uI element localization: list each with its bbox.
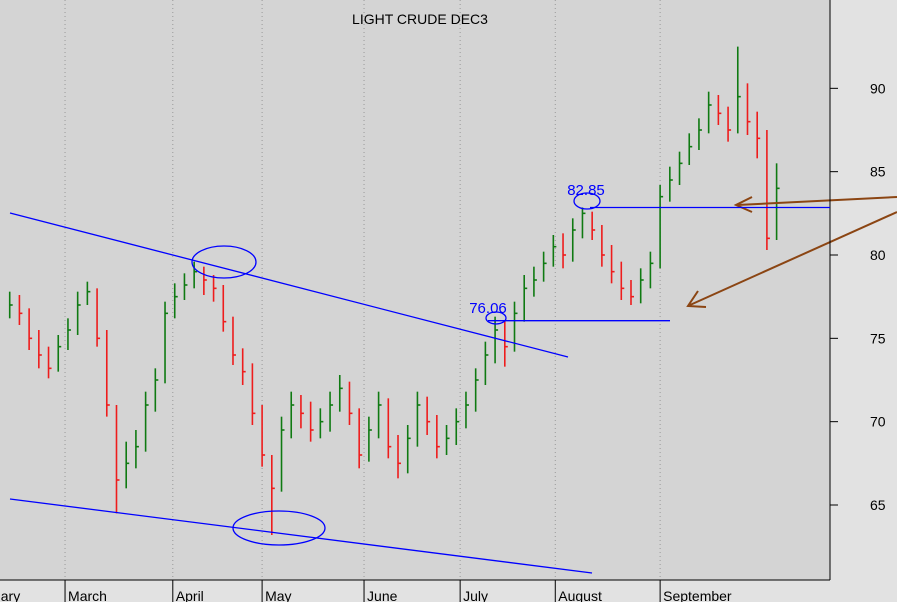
x-tick-label: September [663,588,732,602]
y-tick-label: 80 [870,247,886,263]
y-tick-label: 85 [870,164,886,180]
x-tick-label: June [367,588,398,602]
arrow [736,196,897,206]
bars [8,46,780,535]
highlight-ellipse [485,311,507,325]
trendline [9,498,593,574]
axis-area [830,0,897,602]
x-tick-label: May [265,588,291,602]
level-label: 82.85 [567,182,605,199]
y-tick-label: 70 [870,414,886,430]
level-label: 76.06 [469,300,507,317]
x-tick-label: April [176,588,204,602]
highlight-ellipse [191,245,257,279]
trendline [9,212,569,358]
x-tick-label: July [463,588,488,602]
arrow-head [686,290,707,308]
plot-area [0,0,830,580]
x-tick-label: March [68,588,107,602]
arrow-head [733,196,753,213]
y-tick-label: 65 [870,497,886,513]
highlight-ellipse [232,510,326,546]
x-tick-label: August [558,588,602,602]
trendlines [9,192,601,574]
x-tick-label: February [0,588,20,602]
grid [64,0,661,580]
highlight-ellipse [573,192,601,210]
chart-title: LIGHT CRUDE DEC3 [352,11,488,27]
y-tick-label: 75 [870,330,886,346]
arrows [686,196,897,308]
arrow [689,211,897,306]
y-tick-label: 90 [870,80,886,96]
axis-area [0,580,830,602]
